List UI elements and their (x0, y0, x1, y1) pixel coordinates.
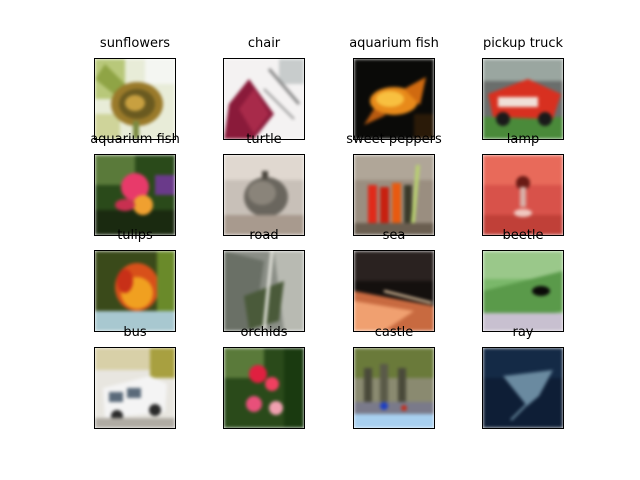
image-cell: pickup truck (482, 36, 564, 140)
image-thumbnail (94, 347, 176, 429)
image-thumbnail (94, 154, 176, 236)
image-cell: ray (482, 325, 564, 429)
image-label: ray (512, 325, 534, 340)
image-thumbnail (223, 58, 305, 140)
image-label: aquarium fish (349, 36, 439, 51)
image-label: sweet peppers (346, 132, 442, 147)
image-label: pickup truck (482, 36, 564, 51)
image-thumbnail (223, 250, 305, 332)
image-thumbnail (353, 347, 435, 429)
image-thumbnail (353, 154, 435, 236)
image-label: road (249, 228, 279, 243)
image-label: beetle (502, 228, 544, 243)
image-cell: orchids (223, 325, 305, 429)
image-thumbnail (94, 250, 176, 332)
image-cell: chair (223, 36, 305, 140)
image-cell: beetle (482, 228, 564, 332)
image-label: orchids (240, 325, 288, 340)
image-cell: sunflowers (94, 36, 176, 140)
image-thumbnail (482, 58, 564, 140)
image-cell: aquarium fish (90, 132, 180, 236)
image-thumbnail (482, 154, 564, 236)
image-thumbnail (353, 250, 435, 332)
image-cell: road (223, 228, 305, 332)
image-cell: turtle (223, 132, 305, 236)
image-cell: sea (353, 228, 435, 332)
image-label: sea (382, 228, 406, 243)
image-label: bus (123, 325, 147, 340)
image-cell: castle (353, 325, 435, 429)
image-label: tulips (117, 228, 153, 243)
image-thumbnail (94, 58, 176, 140)
image-cell: tulips (94, 228, 176, 332)
image-cell: bus (94, 325, 176, 429)
image-label: chair (247, 36, 281, 51)
image-thumbnail (482, 250, 564, 332)
image-cell: sweet peppers (346, 132, 442, 236)
image-label: lamp (506, 132, 540, 147)
image-thumbnail (482, 347, 564, 429)
image-label: turtle (246, 132, 282, 147)
image-thumbnail (223, 347, 305, 429)
image-label: aquarium fish (90, 132, 180, 147)
image-cell: aquarium fish (349, 36, 439, 140)
image-label: sunflowers (99, 36, 171, 51)
image-label: castle (374, 325, 414, 340)
image-thumbnail (223, 154, 305, 236)
image-cell: lamp (482, 132, 564, 236)
image-thumbnail (353, 58, 435, 140)
